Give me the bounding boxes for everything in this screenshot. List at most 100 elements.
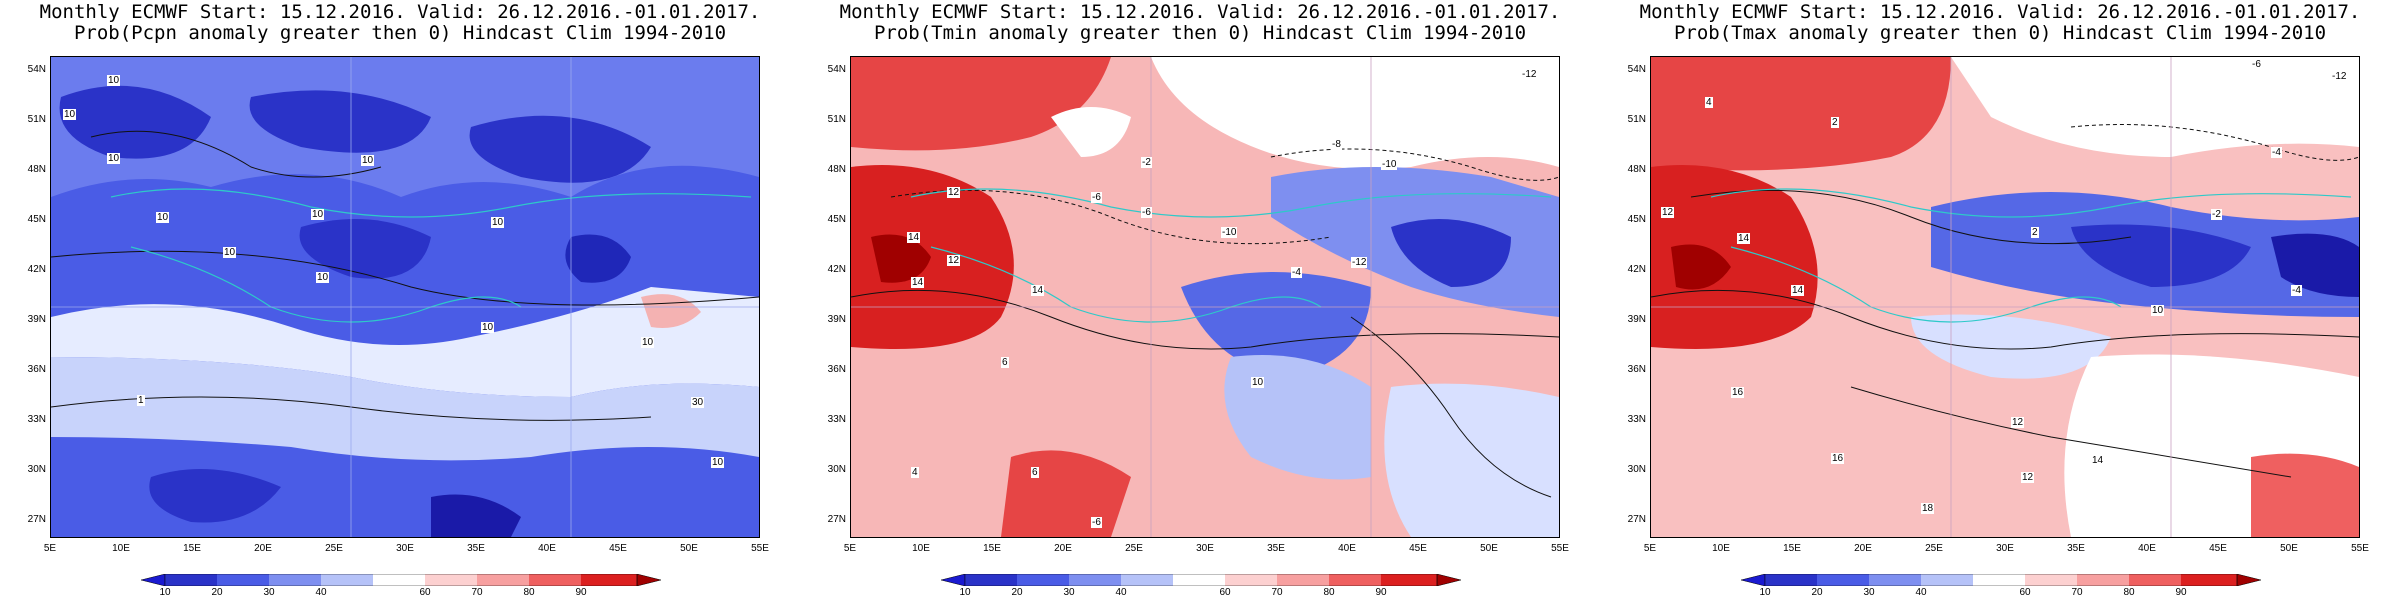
colorbar-tick: 30	[1863, 587, 1875, 598]
contour-label: -6	[1091, 517, 1102, 528]
contour-label: -2	[2211, 209, 2222, 220]
contour-label: 10	[481, 322, 495, 333]
map-area: -6 -12 4 2 -4 12 14 10 2 -2 14 16 12 14 …	[1650, 56, 2360, 538]
lat-label: 39N	[27, 314, 46, 325]
contour-label: -4	[2271, 147, 2282, 158]
lon-label: 20E	[254, 543, 272, 554]
lon-label: 35E	[467, 543, 485, 554]
contour-label: 2	[1831, 117, 1839, 128]
panel-title-line2: Prob(Tmin anomaly greater then 0) Hindca…	[873, 22, 1527, 44]
lon-label: 55E	[1551, 543, 1569, 554]
tmin-field	[851, 57, 1559, 537]
lon-label: 10E	[1712, 543, 1730, 554]
lat-label: 48N	[827, 164, 846, 175]
contour-label: 4	[911, 467, 919, 478]
lat-label: 30N	[827, 464, 846, 475]
panel-tmax: Monthly ECMWF Start: 15.12.2016. Valid: …	[1600, 0, 2400, 600]
lat-label: 54N	[1627, 64, 1646, 75]
contour-label: 12	[947, 255, 961, 266]
lat-label: 30N	[1627, 464, 1646, 475]
contour-label: 14	[907, 232, 921, 243]
colorbar-tick: 10	[1759, 587, 1771, 598]
lat-label: 45N	[827, 214, 846, 225]
map-area: -12 -2 -6 -8 -10 12 14 14 12 -10 -6 -12 …	[850, 56, 1560, 538]
lon-label: 55E	[2351, 543, 2369, 554]
lon-label: 15E	[183, 543, 201, 554]
colorbar-tick: 70	[1271, 587, 1283, 598]
lat-label: 33N	[1627, 414, 1646, 425]
lon-label: 5E	[1643, 543, 1657, 554]
contour-label: 14	[2091, 455, 2105, 466]
contour-label: 10	[107, 153, 121, 164]
colorbar-tick: 90	[575, 587, 587, 598]
lon-label: 25E	[325, 543, 343, 554]
lon-label: 50E	[680, 543, 698, 554]
lat-label: 36N	[827, 364, 846, 375]
contour-label: 2	[2031, 227, 2039, 238]
lon-label: 20E	[1854, 543, 1872, 554]
colorbar-tick: 70	[2071, 587, 2083, 598]
lat-label: 42N	[1627, 264, 1646, 275]
tmax-field	[1651, 57, 2359, 537]
contour-label: 12	[2021, 472, 2035, 483]
panel-tmin: Monthly ECMWF Start: 15.12.2016. Valid: …	[800, 0, 1600, 600]
colorbar-tick: 70	[471, 587, 483, 598]
lat-label: 48N	[27, 164, 46, 175]
contour-label: 4	[1705, 97, 1713, 108]
contour-label: -6	[1091, 192, 1102, 203]
lat-label: 33N	[827, 414, 846, 425]
colorbar-tick: 80	[1323, 587, 1335, 598]
contour-label: 12	[1661, 207, 1675, 218]
contour-label: -12	[1521, 69, 1538, 80]
contour-label: 10	[223, 247, 237, 258]
colorbar-tick: 80	[523, 587, 535, 598]
contour-label: 1	[137, 395, 145, 406]
contour-label: -6	[2251, 59, 2262, 70]
lon-label: 5E	[43, 543, 57, 554]
contour-label: 10	[2151, 305, 2165, 316]
lat-label: 36N	[1627, 364, 1646, 375]
contour-label: -4	[1291, 267, 1302, 278]
lon-label: 55E	[751, 543, 769, 554]
lon-label: 30E	[1996, 543, 2014, 554]
lat-label: 48N	[1627, 164, 1646, 175]
lon-label: 30E	[396, 543, 414, 554]
colorbar-tick: 30	[263, 587, 275, 598]
contour-label: 18	[1921, 503, 1935, 514]
contour-label: -10	[1381, 159, 1398, 170]
lat-label: 27N	[27, 514, 46, 525]
contour-label: 14	[1031, 285, 1045, 296]
lat-label: 51N	[1627, 114, 1646, 125]
lon-label: 45E	[609, 543, 627, 554]
colorbar-tick: 40	[1915, 587, 1927, 598]
contour-label: -2	[1141, 157, 1152, 168]
contour-label: 6	[1031, 467, 1039, 478]
contour-label: 10	[1251, 377, 1265, 388]
colorbar	[1741, 574, 2261, 586]
contour-label: 16	[1731, 387, 1745, 398]
contour-label: 10	[711, 457, 725, 468]
contour-label: 10	[107, 75, 121, 86]
lon-label: 10E	[112, 543, 130, 554]
panel-title-line1: Monthly ECMWF Start: 15.12.2016. Valid: …	[1639, 1, 2361, 23]
panel-title-line2: Prob(Tmax anomaly greater then 0) Hindca…	[1673, 22, 2327, 44]
lat-label: 54N	[27, 64, 46, 75]
lon-label: 15E	[983, 543, 1001, 554]
panel-precip: Monthly ECMWF Start: 15.12.2016. Valid: …	[0, 0, 800, 600]
contour-label: 6	[1001, 357, 1009, 368]
contour-label: 10	[316, 272, 330, 283]
contour-label: -4	[2291, 285, 2302, 296]
contour-label: 10	[641, 337, 655, 348]
lon-label: 35E	[1267, 543, 1285, 554]
contour-label: -8	[1331, 139, 1342, 150]
lat-label: 39N	[1627, 314, 1646, 325]
lon-label: 40E	[1338, 543, 1356, 554]
colorbar-tick: 20	[1011, 587, 1023, 598]
colorbar-tick: 80	[2123, 587, 2135, 598]
lon-label: 20E	[1054, 543, 1072, 554]
colorbar-tick: 20	[211, 587, 223, 598]
lat-label: 27N	[1627, 514, 1646, 525]
contour-label: 10	[491, 217, 505, 228]
colorbar-tick: 20	[1811, 587, 1823, 598]
lat-label: 36N	[27, 364, 46, 375]
